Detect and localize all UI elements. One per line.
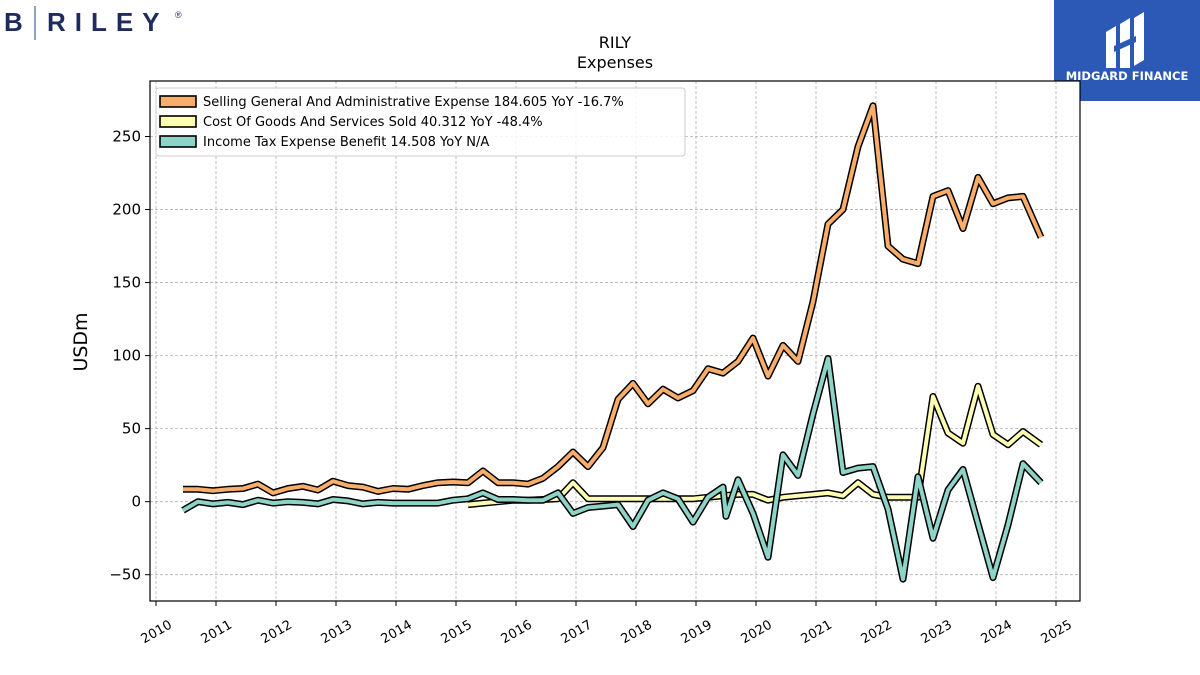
b-riley-logo-registered-mark: ® — [175, 10, 182, 20]
legend-entry: Selling General And Administrative Expen… — [203, 95, 624, 110]
series-line-stroke — [467, 384, 1043, 507]
chart-title: RILY — [599, 33, 632, 52]
series-lines — [181, 102, 1045, 583]
b-riley-logo-b: B — [4, 7, 23, 37]
x-tick-label: 2012 — [259, 618, 295, 648]
x-tick-label: 2010 — [139, 618, 175, 648]
midgard-finance-mark-icon — [1106, 12, 1144, 68]
x-tick-label: 2017 — [559, 618, 595, 648]
series-line-0 — [183, 102, 1045, 497]
y-axis-ticks: −50 0 50 100 150 200 250 — [109, 128, 150, 584]
b-riley-logo-divider — [34, 6, 36, 40]
legend-swatch — [159, 115, 197, 128]
y-tick-label: 200 — [112, 201, 141, 219]
x-tick-label: 2023 — [919, 618, 955, 648]
b-riley-logo-word: RILEY — [47, 7, 169, 37]
y-tick-label: −50 — [109, 566, 141, 584]
series-line-2 — [181, 355, 1044, 583]
x-tick-label: 2025 — [1039, 618, 1075, 648]
y-tick-label: 100 — [112, 347, 141, 365]
y-tick-label: 0 — [131, 493, 141, 511]
b-riley-logo: B RILEY ® — [4, 6, 182, 40]
x-tick-label: 2022 — [859, 618, 895, 648]
chart-subtitle: Expenses — [577, 53, 653, 72]
legend-box — [155, 87, 686, 157]
y-tick-label: 250 — [112, 128, 141, 146]
series-line-1 — [467, 382, 1044, 509]
legend: Selling General And Administrative Expen… — [155, 87, 686, 157]
x-tick-label: 2018 — [619, 618, 655, 648]
y-tick-label: 150 — [112, 274, 141, 292]
legend-swatch — [159, 95, 197, 108]
x-tick-label: 2014 — [379, 618, 415, 648]
series-line-stroke — [181, 356, 1043, 582]
legend-entry: Income Tax Expense Benefit 14.508 YoY N/… — [203, 135, 489, 150]
y-tick-label: 50 — [122, 420, 141, 438]
x-tick-label: 2020 — [739, 618, 775, 648]
plot-frame — [149, 80, 1081, 602]
legend-entry: Cost Of Goods And Services Sold 40.312 Y… — [203, 115, 543, 130]
x-tick-label: 2024 — [979, 618, 1015, 648]
x-tick-label: 2019 — [679, 618, 715, 648]
series-line-stroke — [183, 103, 1043, 495]
x-axis-ticks: 2010 2011 2012 2013 2014 2015 2016 2017 2018 2019… — [139, 601, 1075, 647]
legend-swatch — [159, 135, 197, 148]
x-tick-label: 2016 — [499, 618, 535, 648]
x-tick-label: 2015 — [439, 618, 475, 648]
y-axis-label: USDm — [70, 312, 92, 371]
x-tick-label: 2013 — [319, 618, 355, 648]
x-tick-label: 2011 — [199, 618, 235, 648]
midgard-finance-logo-text: MIDGARD FINANCE — [1066, 69, 1189, 83]
x-tick-label: 2021 — [799, 618, 835, 648]
